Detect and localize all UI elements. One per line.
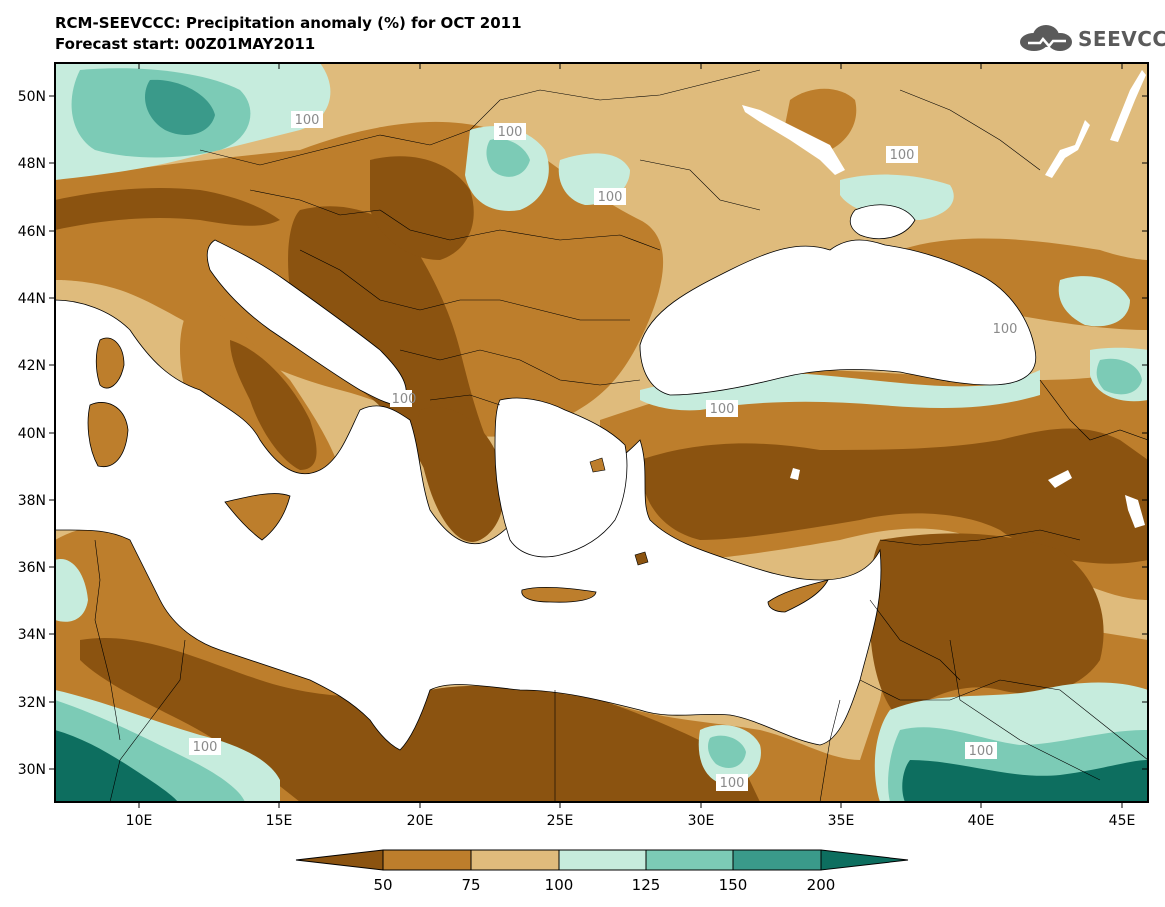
island-sicily	[224, 493, 291, 541]
colorbar-label: 75	[461, 876, 480, 894]
island-lesbos	[589, 457, 606, 473]
contour-label: 100	[720, 776, 745, 791]
lon-tick-label: 10E	[126, 813, 153, 829]
field-very-dry-greece	[418, 407, 500, 542]
colorbar-label: 100	[545, 876, 574, 894]
contour-label: 100	[193, 740, 218, 755]
colorbar-label: 50	[373, 876, 392, 894]
field-very-wet-sw	[55, 730, 178, 802]
forecast-start-subtitle: Forecast start: 00Z01MAY2011	[55, 35, 316, 53]
colorbar-label: 200	[807, 876, 836, 894]
field-very-wet-se	[902, 760, 1148, 802]
black-sea	[639, 239, 1037, 396]
dnieper-reservoir	[742, 105, 845, 175]
lake-van	[1048, 470, 1072, 488]
lon-tick-label: 45E	[1109, 813, 1136, 829]
volga-marks	[1045, 120, 1090, 178]
colorbar-labels: 50 75 100 125 150 200	[373, 876, 835, 894]
contour-label: 100	[890, 148, 915, 163]
field-wet-egypt	[708, 735, 746, 768]
colorbar-segment-slightly-dry	[470, 849, 560, 871]
field-very-dry-hungary	[370, 156, 474, 260]
colorbar-segment-wet	[645, 849, 734, 871]
colorbar	[295, 849, 909, 871]
mediterranean-sea	[55, 299, 882, 751]
contour-label: 100	[993, 322, 1018, 337]
colorbar-label: 125	[632, 876, 661, 894]
field-wet-east	[1096, 358, 1142, 395]
contour-labels: 100 100 100 100 100 100 100 100 100 100	[189, 111, 1021, 791]
colorbar-segment-slightly-wet	[558, 849, 647, 871]
lon-tick-label: 40E	[968, 813, 995, 829]
lat-tick-label: 36N	[18, 560, 46, 576]
colorbar-segment-very-wet	[732, 849, 822, 871]
lat-tick-label: 44N	[18, 291, 46, 307]
lon-tick-label: 20E	[407, 813, 434, 829]
lat-tick-label: 30N	[18, 762, 46, 778]
lat-tick-label: 38N	[18, 493, 46, 509]
contour-label: 100	[598, 190, 623, 205]
lat-tick-label: 48N	[18, 156, 46, 172]
lat-tick-label: 46N	[18, 224, 46, 240]
lat-tick-label: 42N	[18, 358, 46, 374]
field-slightly-wet-caspian	[1058, 276, 1130, 327]
field-wet-carpathians	[486, 138, 530, 177]
field-very-dry-turkey	[640, 428, 1148, 564]
contour-label: 100	[498, 125, 523, 140]
lake-tuz	[790, 468, 800, 480]
colorbar-segment-dry	[382, 849, 472, 871]
lat-tick-label: 32N	[18, 695, 46, 711]
island-crete	[521, 587, 597, 603]
map-fields	[55, 63, 1148, 802]
island-rhodes	[634, 551, 649, 566]
contour-label: 100	[969, 744, 994, 759]
field-very-wet-nw	[145, 79, 215, 135]
lon-tick-label: 30E	[688, 813, 715, 829]
island-corsica-sea	[95, 337, 125, 389]
field-very-dry-italy-south	[230, 340, 317, 470]
latitude-axis: 50N 48N 46N 44N 42N 40N 38N 36N 34N 32N …	[18, 89, 1148, 778]
logo-text: SEEVCCC	[1078, 27, 1165, 51]
field-slightly-wet-tunisia	[55, 559, 88, 622]
colorbar-segment-very-dry	[295, 849, 384, 871]
contour-label: 100	[392, 392, 417, 407]
lat-tick-label: 50N	[18, 89, 46, 105]
field-very-dry-levant	[870, 533, 1104, 720]
sea-of-azov	[849, 204, 916, 240]
seevccc-logo	[1020, 25, 1072, 51]
contour-label: 100	[710, 402, 735, 417]
island-sardinia-sea	[87, 402, 129, 468]
colorbar-label: 150	[719, 876, 748, 894]
aegean-sea	[494, 397, 628, 558]
colorbar-segment-extremely-wet	[820, 849, 909, 871]
island-cyprus	[767, 579, 829, 613]
lon-tick-label: 15E	[266, 813, 293, 829]
lon-tick-label: 35E	[828, 813, 855, 829]
map-title: RCM-SEEVCCC: Precipitation anomaly (%) f…	[55, 14, 522, 32]
lat-tick-label: 40N	[18, 426, 46, 442]
country-borders	[94, 69, 1148, 802]
lon-tick-label: 25E	[547, 813, 574, 829]
contour-label: 100	[295, 113, 320, 128]
lake-urmia	[1125, 495, 1145, 528]
lat-tick-label: 34N	[18, 627, 46, 643]
longitude-axis: 10E 15E 20E 25E 30E 35E 40E 45E	[126, 63, 1136, 829]
cloud-logo-icon	[1020, 25, 1072, 51]
field-very-dry-alps	[55, 188, 280, 230]
volga-marks-2	[1110, 70, 1146, 142]
adriatic-sea	[206, 239, 407, 405]
